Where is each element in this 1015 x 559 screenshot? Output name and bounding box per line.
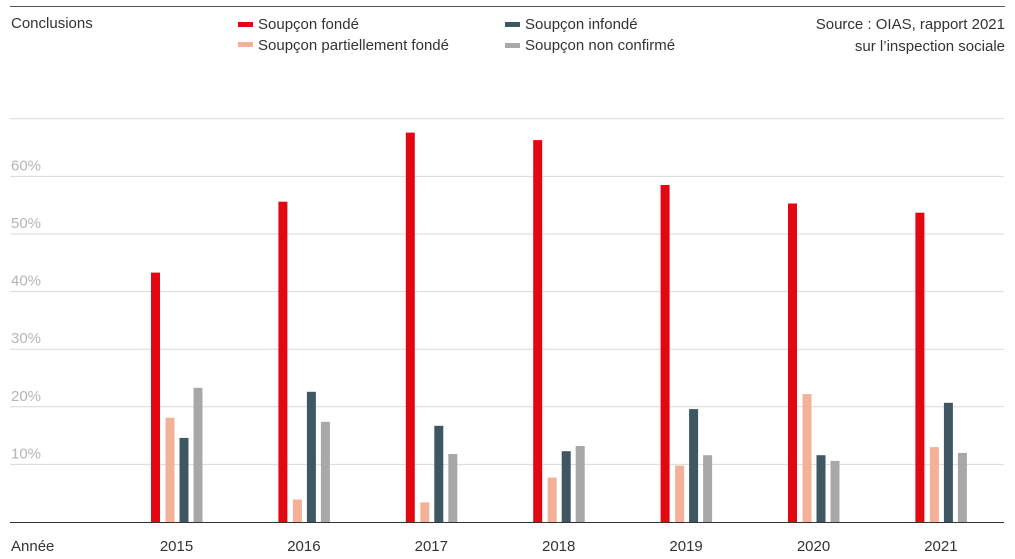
legend-label-non-confirme: Soupçon non confirmé	[525, 37, 676, 54]
bar	[957, 452, 967, 522]
bar	[561, 451, 571, 522]
bar	[675, 465, 685, 522]
x-tick-label: 2016	[287, 538, 320, 555]
bar	[306, 391, 316, 522]
bar	[660, 185, 670, 522]
bar	[915, 212, 925, 522]
bar	[193, 387, 203, 522]
top-rule	[10, 6, 1005, 7]
legend-item-fonde: Soupçon fondé	[238, 14, 488, 35]
bar	[278, 201, 288, 522]
legend-swatch-fonde	[238, 21, 253, 27]
bar	[420, 502, 430, 522]
bar	[816, 455, 826, 522]
bar	[788, 203, 797, 522]
legend-item-partiel: Soupçon partiellement fondé	[238, 35, 488, 56]
bar	[547, 477, 557, 522]
bar	[151, 272, 160, 522]
bar	[703, 455, 713, 522]
source-line-2: sur l’inspection sociale	[854, 38, 1005, 55]
bar	[405, 132, 415, 522]
y-tick-label: 50%	[11, 215, 41, 232]
bar	[434, 425, 444, 522]
legend-swatch-non-confirme	[505, 42, 520, 48]
x-tick-label: 2018	[542, 538, 575, 555]
bar	[179, 437, 189, 522]
x-tick-label: 2021	[924, 538, 957, 555]
legend-column-1: Soupçon fondé Soupçon partiellement fond…	[238, 14, 488, 56]
bar	[292, 499, 302, 522]
bar	[830, 460, 840, 522]
legend-column-2: Soupçon infondé Soupçon non confirmé	[505, 14, 735, 56]
bar	[533, 140, 543, 522]
section-label: Conclusions	[11, 15, 93, 32]
legend-swatch-partiel	[238, 42, 253, 47]
y-tick-label: 30%	[11, 330, 41, 347]
y-tick-label: 40%	[11, 273, 41, 290]
y-tick-label: 20%	[11, 388, 41, 405]
x-tick-label: 2015	[160, 538, 193, 555]
legend-item-infonde: Soupçon infondé	[505, 14, 735, 35]
y-tick-label: 60%	[11, 157, 41, 174]
legend-label-partiel: Soupçon partiellement fondé	[258, 37, 449, 54]
legend-label-infonde: Soupçon infondé	[525, 16, 638, 33]
legend-item-non-confirme: Soupçon non confirmé	[505, 35, 735, 56]
bar	[320, 421, 330, 522]
legend-label-fonde: Soupçon fondé	[258, 16, 359, 33]
bar	[689, 409, 699, 522]
bar	[802, 394, 812, 522]
x-tick-label: 2020	[797, 538, 830, 555]
x-axis-label: Année	[11, 538, 54, 555]
x-tick-label: 2017	[415, 538, 448, 555]
x-tick-label: 2019	[669, 538, 702, 555]
source-line-1: Source : OIAS, rapport 2021	[815, 16, 1005, 33]
legend-swatch-infonde	[505, 21, 520, 27]
bar	[448, 454, 458, 522]
bar	[929, 447, 939, 522]
source-note: Source : OIAS, rapport 2021 sur l’inspec…	[745, 14, 1005, 58]
bar	[165, 417, 175, 522]
bar	[943, 402, 953, 522]
y-tick-label: 10%	[11, 445, 41, 462]
bar	[575, 446, 585, 522]
